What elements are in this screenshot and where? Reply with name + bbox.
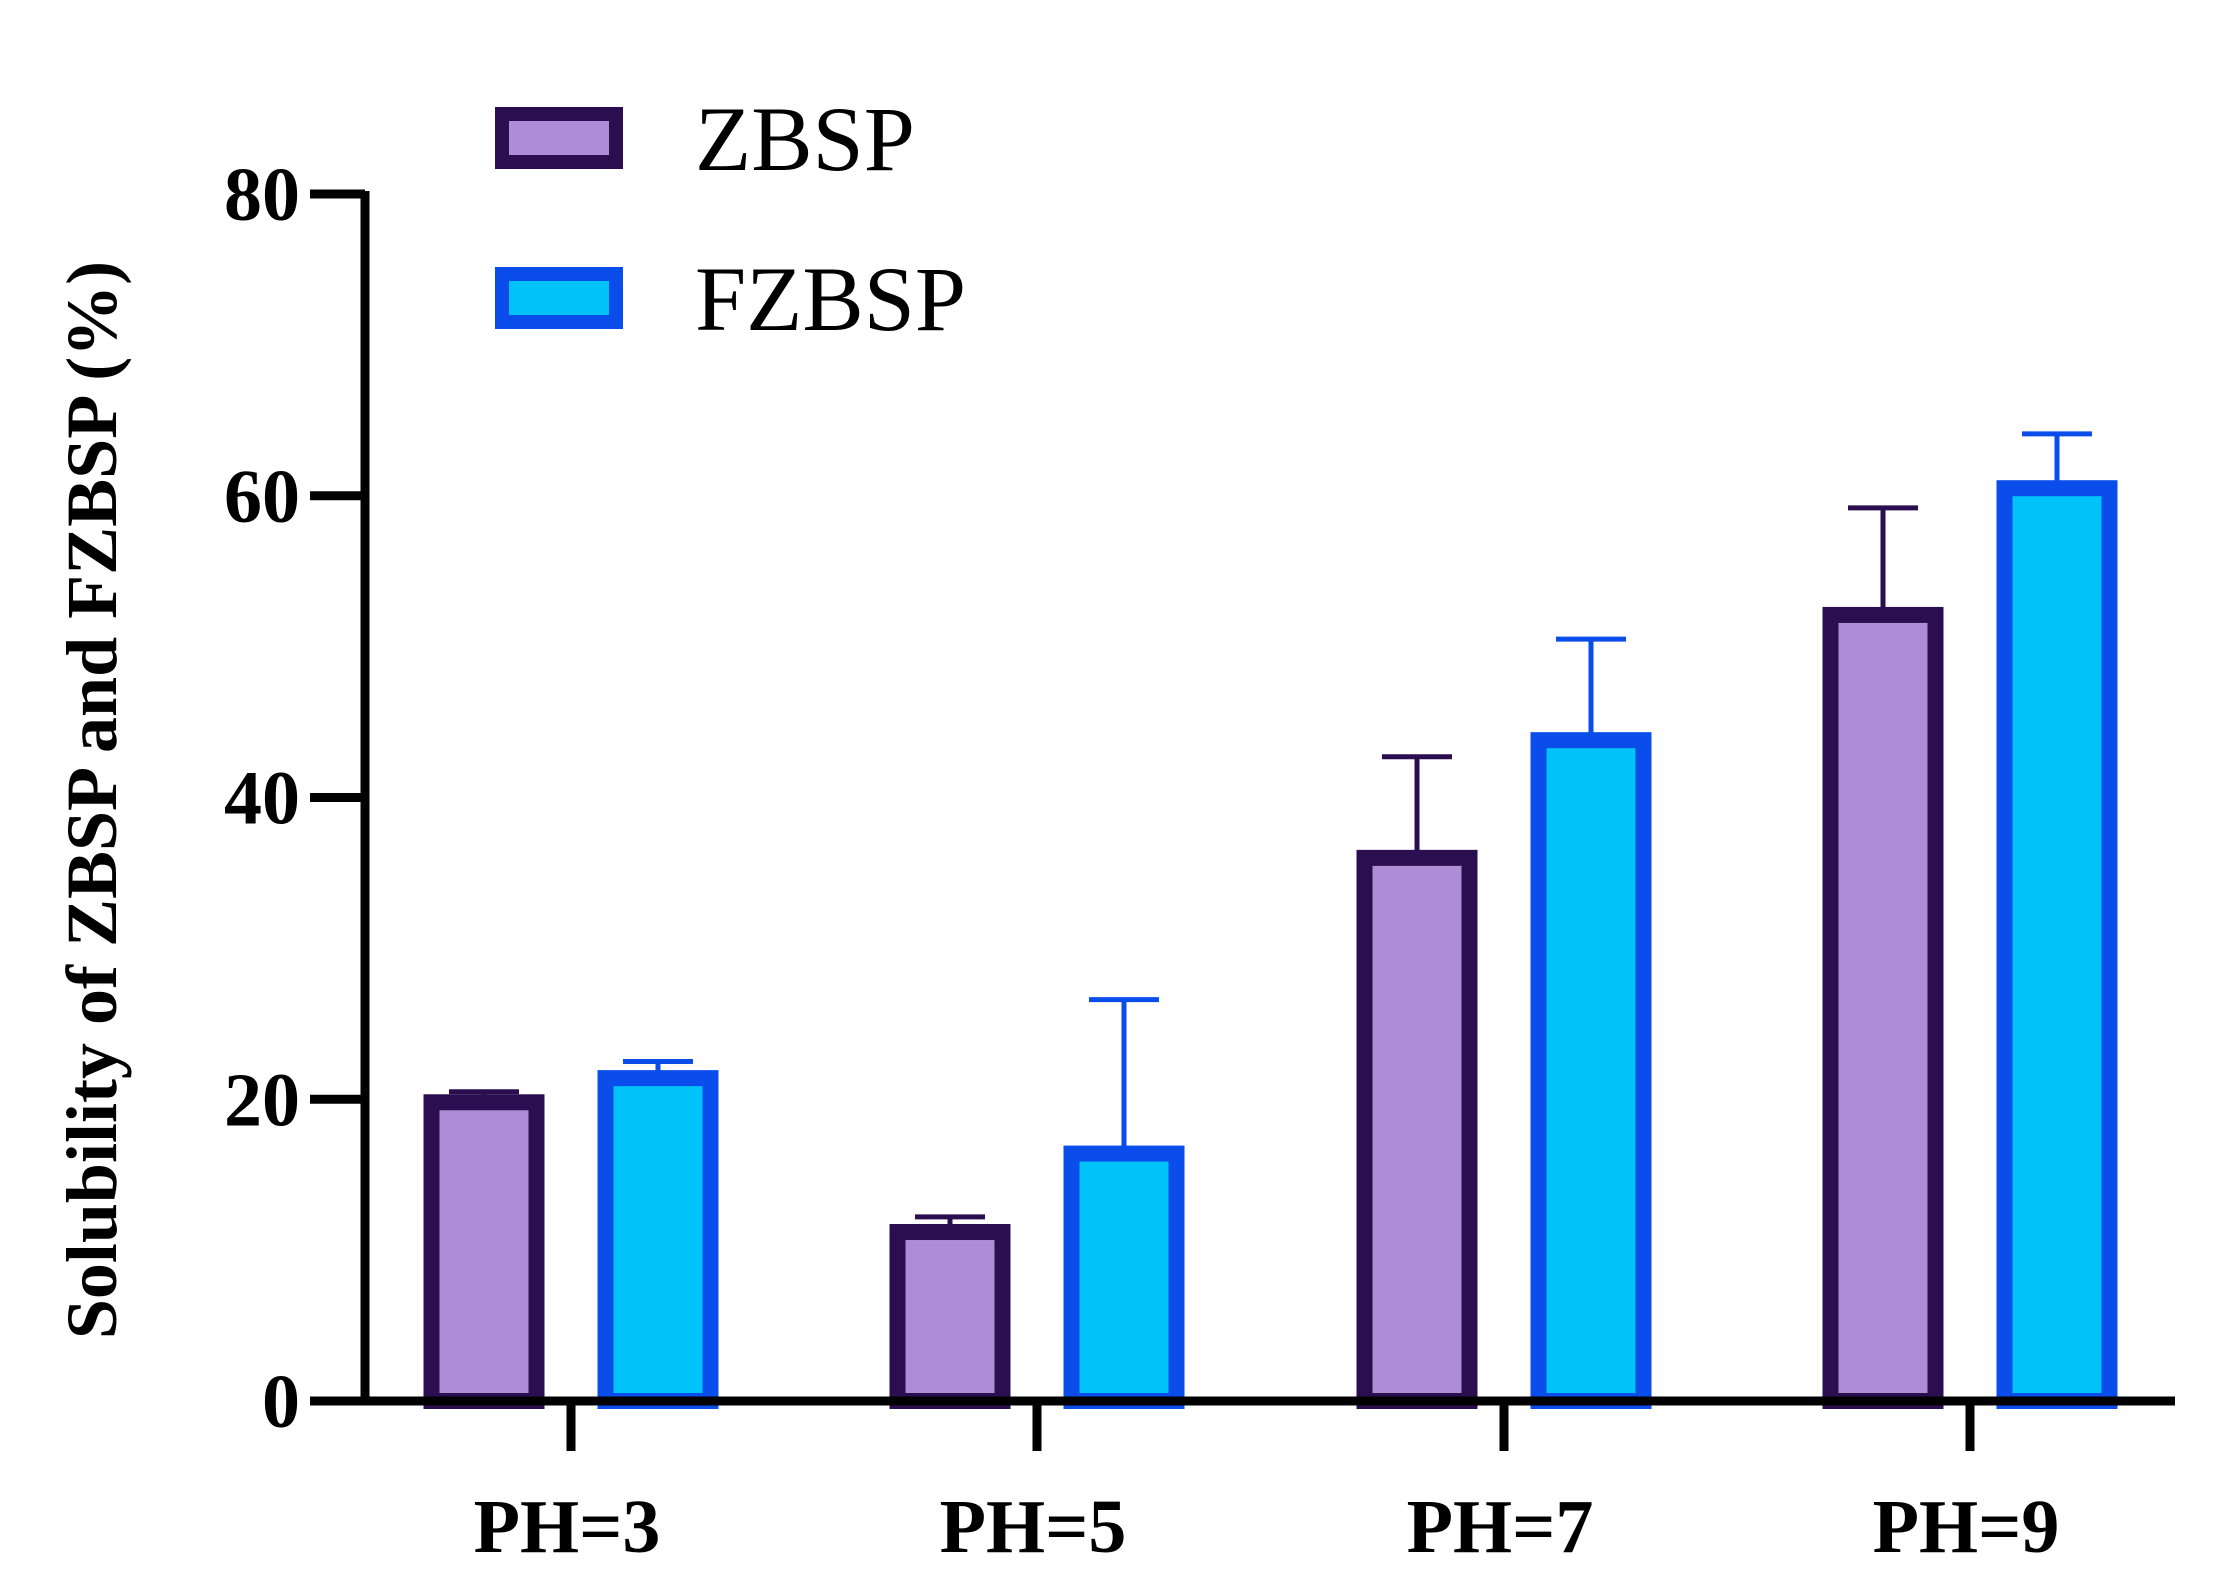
y-tick-label-60: 60 xyxy=(224,455,300,539)
bar-fzbsp-ph3 xyxy=(597,1070,719,1409)
legend-swatch-fzbsp xyxy=(495,267,623,329)
y-tick-label-40: 40 xyxy=(224,757,300,841)
x-tick-label-ph7: PH=7 xyxy=(1407,1485,1594,1569)
y-tick-label-0: 0 xyxy=(262,1360,300,1444)
bar-fzbsp-ph5 xyxy=(1063,1145,1185,1409)
bar-zbsp-ph7 xyxy=(1356,849,1478,1409)
y-tick-label-20: 20 xyxy=(224,1058,300,1142)
x-tick-label-ph9: PH=9 xyxy=(1873,1485,2060,1569)
bar-zbsp-ph9 xyxy=(1822,606,1944,1409)
legend-swatch-zbsp xyxy=(495,107,623,169)
bar-fzbsp-ph9 xyxy=(1996,480,2118,1409)
x-tick-label-ph3: PH=3 xyxy=(474,1485,661,1569)
bar-fzbsp-ph7 xyxy=(1530,732,1652,1409)
bar-zbsp-ph3 xyxy=(423,1094,545,1409)
legend-label-zbsp: ZBSP xyxy=(695,88,915,190)
axes-layer: 0 20 40 60 80 PH=3 PH=5 PH=7 PH=9 xyxy=(224,153,2175,1569)
legend-label-fzbsp: FZBSP xyxy=(695,248,966,350)
y-axis-title: Solubility of ZBSP and FZBSP (%) xyxy=(52,261,132,1339)
x-tick-label-ph5: PH=5 xyxy=(940,1485,1127,1569)
legend: ZBSP FZBSP xyxy=(495,88,966,350)
bars-layer xyxy=(423,431,2118,1410)
bar-zbsp-ph5 xyxy=(889,1224,1011,1410)
y-tick-label-80: 80 xyxy=(224,153,300,237)
